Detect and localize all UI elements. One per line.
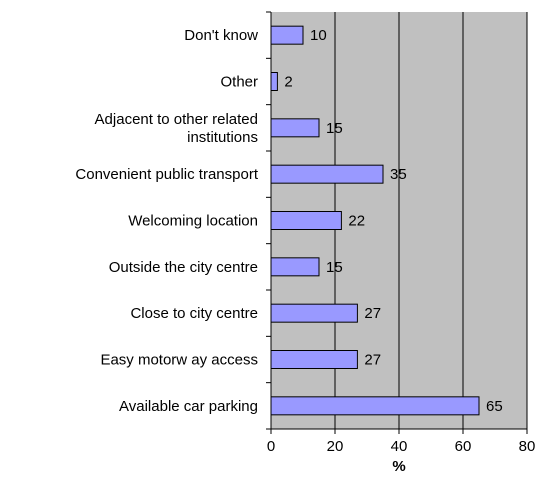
category-label-7: Easy motorw ay access bbox=[100, 352, 258, 369]
data-labels: 10 2 15 35 22 15 27 27 65 bbox=[284, 27, 502, 415]
bar-1 bbox=[270, 72, 278, 91]
bar-8 bbox=[270, 396, 480, 416]
x-tick-label-0: 0 bbox=[267, 438, 275, 455]
category-label-8: Available car parking bbox=[119, 398, 258, 415]
bar-5 bbox=[270, 257, 320, 277]
data-label-2: 15 bbox=[326, 120, 343, 137]
category-label-1: Other bbox=[220, 74, 258, 91]
category-label-0: Don't know bbox=[184, 27, 258, 44]
bar-0 bbox=[270, 25, 304, 45]
category-labels: Don't know Other Adjacent to other related… bbox=[75, 27, 258, 415]
bar-3 bbox=[270, 164, 384, 184]
x-tick-label-20: 20 bbox=[327, 438, 344, 455]
x-tick-label-80: 80 bbox=[519, 438, 535, 455]
x-axis-title: % bbox=[392, 458, 405, 475]
data-label-0: 10 bbox=[310, 27, 327, 44]
category-label-2: Adjacent to other related institutions bbox=[95, 111, 258, 146]
category-label-line: Available car parking bbox=[119, 398, 258, 415]
category-label-line: Other bbox=[220, 74, 258, 91]
bar-4 bbox=[270, 211, 342, 230]
category-label-line: Convenient public transport bbox=[75, 166, 258, 183]
x-tick-label-60: 60 bbox=[455, 438, 472, 455]
y-axis bbox=[266, 11, 272, 430]
bar-7 bbox=[270, 350, 358, 369]
category-label-line: Easy motorw ay access bbox=[100, 352, 258, 369]
x-axis: 0 20 40 60 80 bbox=[267, 428, 535, 455]
x-tick-label-40: 40 bbox=[391, 438, 408, 455]
data-label-7: 27 bbox=[364, 352, 381, 369]
data-label-6: 27 bbox=[364, 305, 381, 322]
category-label-line: Don't know bbox=[184, 27, 258, 44]
category-label-line: Adjacent to other related bbox=[95, 111, 258, 128]
bar-2 bbox=[270, 118, 320, 138]
category-label-line: Welcoming location bbox=[128, 213, 258, 230]
category-label-6: Close to city centre bbox=[130, 305, 258, 322]
category-label-5: Outside the city centre bbox=[109, 259, 258, 276]
category-label-3: Convenient public transport bbox=[75, 166, 258, 183]
bar-6 bbox=[270, 303, 358, 323]
data-label-4: 22 bbox=[348, 213, 365, 230]
data-label-3: 35 bbox=[390, 166, 407, 183]
category-label-4: Welcoming location bbox=[128, 213, 258, 230]
data-label-8: 65 bbox=[486, 398, 503, 415]
data-label-5: 15 bbox=[326, 259, 343, 276]
bars bbox=[270, 25, 480, 416]
category-label-line: institutions bbox=[187, 129, 258, 146]
category-label-line: Close to city centre bbox=[130, 305, 258, 322]
category-label-line: Outside the city centre bbox=[109, 259, 258, 276]
data-label-1: 2 bbox=[284, 74, 292, 91]
